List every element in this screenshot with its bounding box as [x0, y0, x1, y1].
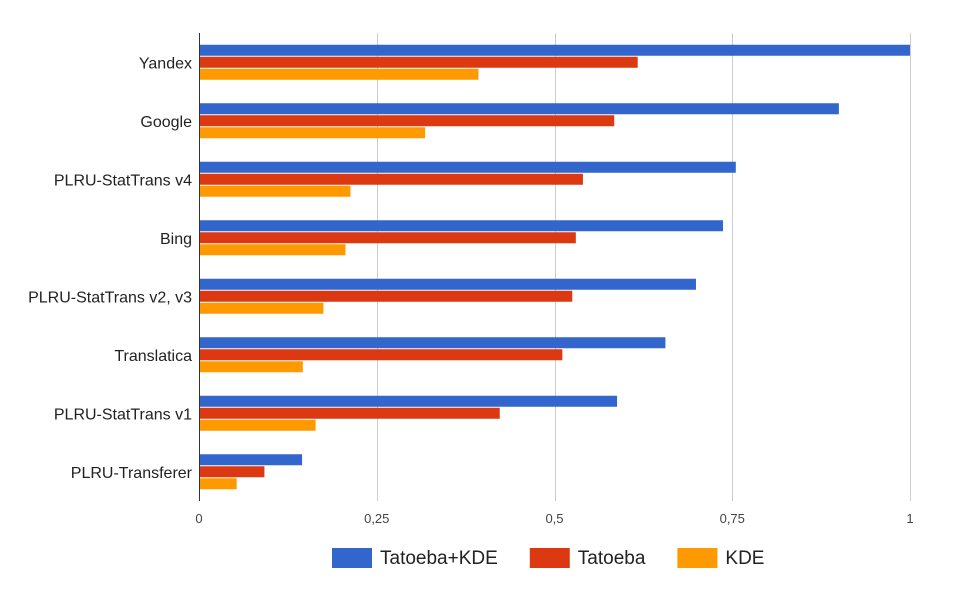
bar-tatoeba-kde-plru-stattrans-v1	[200, 395, 618, 407]
legend-swatch-kde	[677, 548, 718, 568]
bar-tatoeba-plru-stattrans-v2-v3	[200, 290, 573, 302]
category-label: PLRU-Transferer	[71, 465, 193, 482]
bar-kde-translatica	[200, 361, 303, 373]
legend: Tatoeba+KDE Tatoeba KDE	[332, 548, 764, 569]
bar-tatoeba-kde-translatica	[200, 337, 666, 349]
legend-label-kde: KDE	[725, 548, 764, 569]
category-label: PLRU-StatTrans v4	[54, 172, 192, 189]
x-tick-label: 0,75	[720, 511, 745, 526]
category-labels: Yandex Google PLRU-StatTrans v4 Bing PLRU-St…	[28, 55, 193, 482]
bar-tatoeba-kde-google	[200, 103, 839, 115]
bar-tatoeba-kde-bing	[200, 220, 724, 232]
bar-tatoeba-plru-transferer	[200, 466, 265, 478]
bar-kde-bing	[200, 244, 346, 256]
x-tick-label: 1	[906, 511, 913, 526]
bar-tatoeba-yandex	[200, 56, 638, 68]
legend-label-tatoeba: Tatoeba	[578, 548, 646, 569]
bar-kde-plru-stattrans-v2-v3	[200, 302, 324, 314]
x-tick-label: 0,25	[364, 511, 389, 526]
x-tick-label: 0,5	[545, 511, 563, 526]
bar-tatoeba-kde-plru-stattrans-v4	[200, 161, 736, 173]
category-label: Bing	[160, 231, 192, 248]
bar-kde-plru-stattrans-v1	[200, 419, 316, 431]
x-tick-label: 0	[195, 511, 202, 526]
bar-tatoeba-plru-stattrans-v4	[200, 173, 583, 185]
bar-series	[200, 44, 910, 490]
category-label: PLRU-StatTrans v2, v3	[28, 289, 192, 306]
x-tick-labels: 0 0,25 0,5 0,75 1	[195, 511, 913, 526]
bar-kde-yandex	[200, 68, 479, 80]
category-label: Yandex	[139, 55, 192, 72]
bar-tatoeba-plru-stattrans-v1	[200, 407, 500, 419]
bar-tatoeba-google	[200, 115, 615, 127]
bar-kde-plru-stattrans-v4	[200, 185, 351, 197]
legend-swatch-tatoeba-kde	[332, 548, 372, 568]
bar-kde-google	[200, 127, 426, 139]
category-label: Google	[140, 114, 192, 131]
bar-tatoeba-kde-plru-transferer	[200, 454, 303, 466]
legend-label-tatoeba-kde: Tatoeba+KDE	[380, 548, 498, 569]
bar-tatoeba-translatica	[200, 349, 563, 361]
category-label: Translatica	[114, 348, 192, 365]
legend-swatch-tatoeba	[529, 548, 570, 568]
category-label: PLRU-StatTrans v1	[54, 406, 192, 423]
bar-tatoeba-bing	[200, 232, 576, 244]
bar-tatoeba-kde-yandex	[200, 44, 910, 56]
bar-tatoeba-kde-plru-stattrans-v2-v3	[200, 278, 696, 290]
bar-kde-plru-transferer	[200, 478, 237, 490]
grid-lines	[377, 33, 911, 501]
